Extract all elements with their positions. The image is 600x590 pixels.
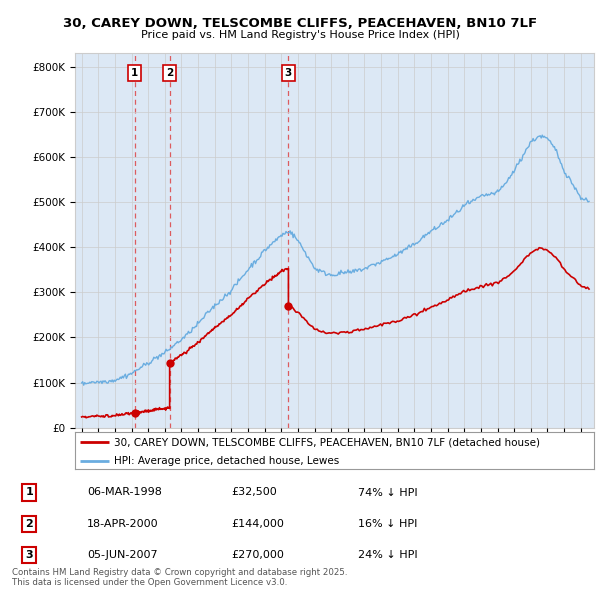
Text: Price paid vs. HM Land Registry's House Price Index (HPI): Price paid vs. HM Land Registry's House …	[140, 30, 460, 40]
Text: 06-MAR-1998: 06-MAR-1998	[87, 487, 162, 497]
Text: £144,000: £144,000	[231, 519, 284, 529]
Text: 1: 1	[131, 68, 138, 78]
Text: £32,500: £32,500	[231, 487, 277, 497]
Text: 18-APR-2000: 18-APR-2000	[87, 519, 158, 529]
Text: 30, CAREY DOWN, TELSCOMBE CLIFFS, PEACEHAVEN, BN10 7LF (detached house): 30, CAREY DOWN, TELSCOMBE CLIFFS, PEACEH…	[114, 437, 540, 447]
Text: £270,000: £270,000	[231, 550, 284, 560]
Text: Contains HM Land Registry data © Crown copyright and database right 2025.
This d: Contains HM Land Registry data © Crown c…	[12, 568, 347, 587]
Text: HPI: Average price, detached house, Lewes: HPI: Average price, detached house, Lewe…	[114, 456, 339, 466]
Text: 3: 3	[285, 68, 292, 78]
Text: 74% ↓ HPI: 74% ↓ HPI	[358, 487, 417, 497]
Text: 30, CAREY DOWN, TELSCOMBE CLIFFS, PEACEHAVEN, BN10 7LF: 30, CAREY DOWN, TELSCOMBE CLIFFS, PEACEH…	[63, 17, 537, 30]
Text: 05-JUN-2007: 05-JUN-2007	[87, 550, 158, 560]
Text: 1: 1	[25, 487, 33, 497]
Text: 2: 2	[25, 519, 33, 529]
Text: 16% ↓ HPI: 16% ↓ HPI	[358, 519, 417, 529]
Text: 2: 2	[166, 68, 173, 78]
Text: 24% ↓ HPI: 24% ↓ HPI	[358, 550, 417, 560]
Text: 3: 3	[25, 550, 33, 560]
